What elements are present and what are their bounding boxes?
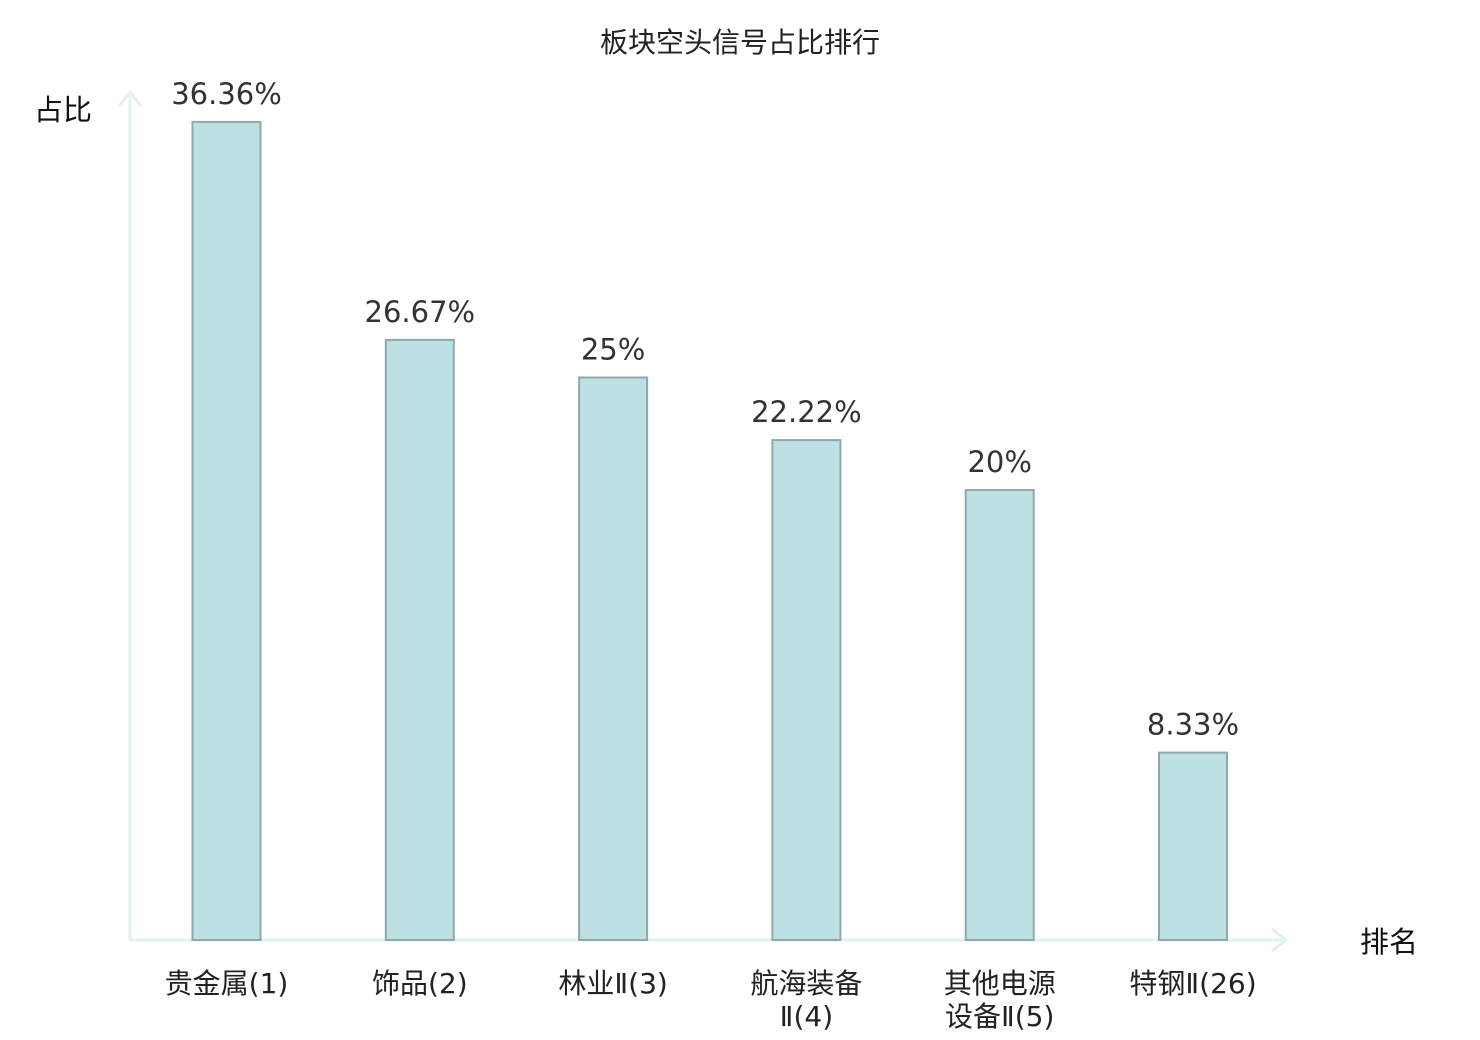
bar-3 — [578, 376, 649, 941]
category-label-2: 饰品(2) — [372, 967, 468, 1000]
category-label-1: 贵金属(1) — [165, 967, 289, 1000]
x-axis-label: 排名 — [1360, 925, 1418, 959]
value-labels-group: 36.36% 26.67% 25% 22.22% 20% 8.33% — [171, 77, 1239, 742]
category-label-4-line-1: 航海装备 — [750, 967, 862, 1000]
bar-2 — [384, 338, 455, 941]
category-label-3: 林业Ⅱ(3) — [558, 967, 667, 1000]
value-label-6: 8.33% — [1147, 708, 1239, 742]
value-label-5: 20% — [967, 445, 1031, 479]
y-axis-arrow-icon — [117, 89, 143, 107]
bar-1 — [191, 120, 262, 941]
value-label-4: 22.22% — [751, 395, 862, 429]
category-label-5-line-2: 设备Ⅱ(5) — [945, 1000, 1054, 1033]
bars-group — [191, 120, 1228, 941]
value-label-3: 25% — [581, 333, 645, 367]
category-label-4-line-2: Ⅱ(4) — [780, 1000, 833, 1033]
category-label-5-line-1: 其他电源 — [944, 967, 1056, 1000]
x-axis-arrow-icon — [1271, 927, 1289, 953]
category-label-6: 特钢Ⅱ(26) — [1129, 967, 1256, 1000]
bar-5 — [964, 489, 1035, 941]
value-label-1: 36.36% — [171, 77, 282, 111]
y-axis-label: 占比 — [34, 93, 92, 127]
bar-6 — [1158, 751, 1228, 941]
bar-4 — [771, 439, 842, 941]
chart-title: 板块空头信号占比排行 — [600, 26, 880, 59]
value-label-2: 26.67% — [365, 295, 476, 329]
